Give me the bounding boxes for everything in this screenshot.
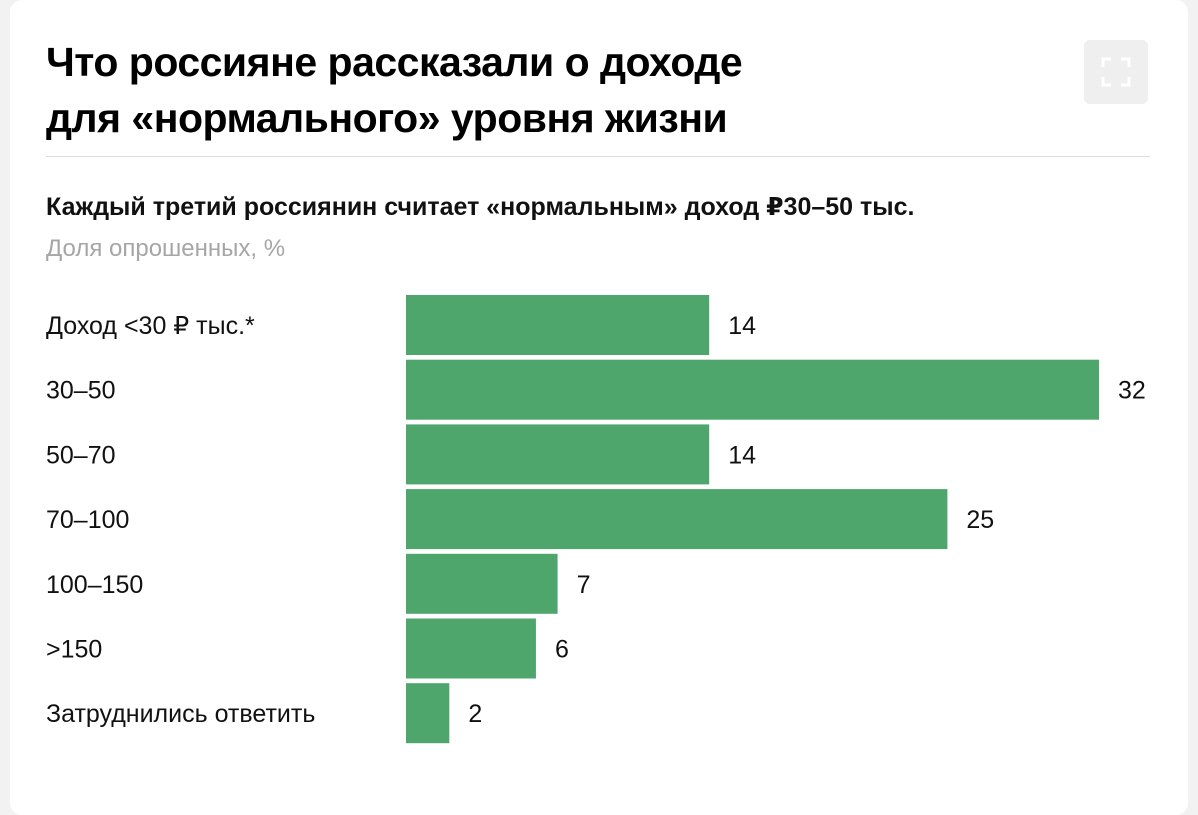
chart-card: Что россияне рассказали о доходе для «но… [10,0,1188,815]
bar-chart: Доход <30 ₽ тыс.* 14 30–50 32 50–70 14 70–100 2… [46,295,1146,744]
expand-icon [1101,57,1131,87]
title-divider [46,156,1150,157]
bar-0 [406,295,710,355]
expand-button[interactable] [1084,40,1148,104]
value-label-2: 14 [728,441,756,469]
category-label-5: >150 [46,636,102,664]
value-label-5: 6 [555,636,569,664]
bar-3 [406,489,948,550]
category-label-0: Доход <30 ₽ тыс.* [46,312,255,340]
chart-units-label: Доля опрошенных, % [46,235,286,262]
category-label-6: Затруднились ответить [46,700,315,728]
bar-4 [406,553,558,614]
chart-subtitle: Каждый третий россиянин считает «нормаль… [46,193,915,221]
category-label-1: 30–50 [46,377,116,405]
category-label-3: 70–100 [46,506,129,534]
bar-1 [406,359,1099,420]
category-label-2: 50–70 [46,441,116,469]
bar-5 [406,618,536,679]
title-line-2: для «нормального» уровня жизни [46,95,728,141]
page-title: Что россияне рассказали о доходе для «но… [46,34,946,146]
value-label-3: 25 [966,506,994,534]
title-line-1: Что россияне рассказали о доходе [46,39,743,85]
value-label-1: 32 [1118,377,1146,405]
category-label-4: 100–150 [46,571,143,599]
value-label-4: 7 [577,571,591,599]
value-label-6: 2 [468,700,482,728]
bar-6 [406,683,450,744]
bar-2 [406,424,710,485]
value-label-0: 14 [728,312,756,340]
